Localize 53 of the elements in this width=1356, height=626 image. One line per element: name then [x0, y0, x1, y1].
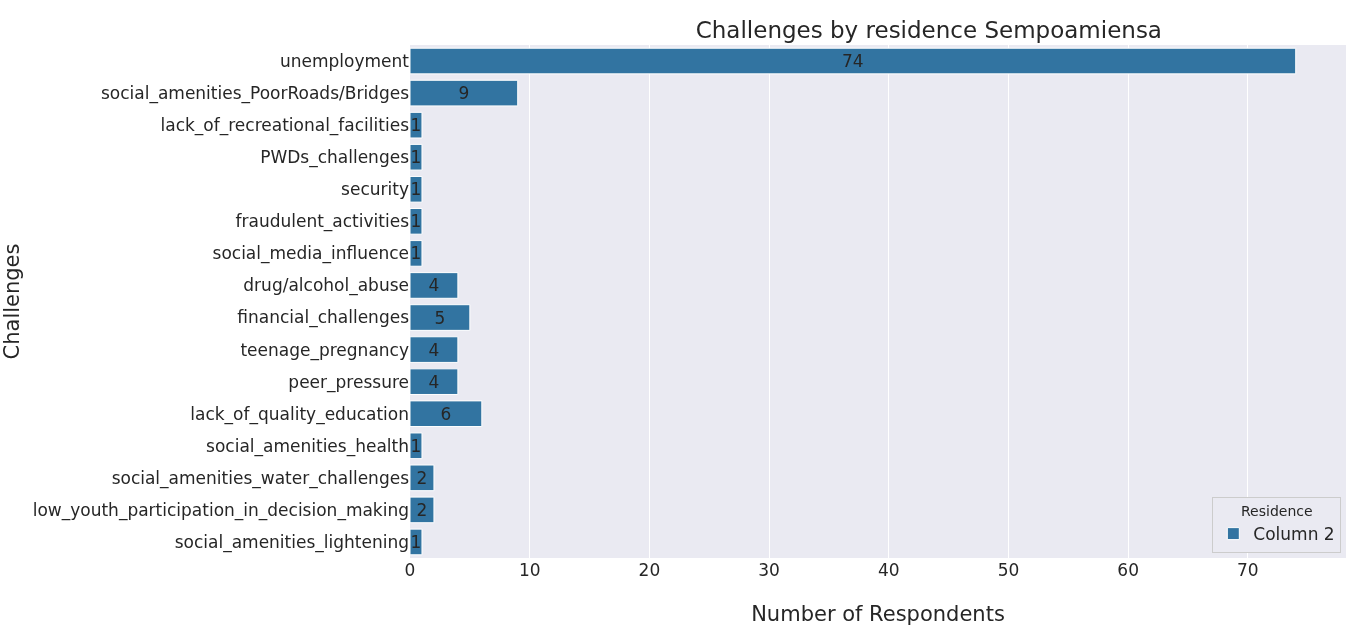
- x-tick-label: 40: [877, 560, 900, 580]
- chart-title: Challenges by residence Sempoamiensa: [695, 17, 1162, 44]
- data-label: 1: [410, 147, 422, 168]
- data-label: 4: [428, 339, 440, 360]
- y-tick-label: low_youth_participation_in_decision_making: [32, 499, 409, 521]
- data-label: 1: [410, 531, 422, 552]
- y-tick-label: security: [341, 179, 409, 200]
- x-tick-label: 50: [997, 560, 1020, 580]
- bar: [410, 272, 459, 299]
- x-axis-title: Number of Respondents: [751, 602, 1005, 626]
- data-label: 1: [410, 115, 422, 136]
- x-tick-label: 70: [1237, 560, 1259, 580]
- data-label: 2: [416, 467, 428, 488]
- bar: [410, 304, 471, 331]
- bar: [410, 464, 435, 492]
- data-label: 4: [428, 371, 440, 392]
- y-tick-label: PWDs_challenges: [260, 147, 410, 169]
- y-tick-label: social_amenities_PoorRoads/Bridges: [100, 83, 410, 105]
- y-axis-title: Challenges: [0, 243, 24, 360]
- bar: [410, 368, 459, 395]
- data-label: 1: [410, 435, 422, 456]
- y-tick-label: financial_challenges: [237, 307, 410, 329]
- x-tick-label: 10: [518, 560, 541, 580]
- x-tick-label: 30: [758, 560, 780, 580]
- y-tick-label: social_amenities_health: [206, 435, 409, 457]
- data-label: 5: [434, 307, 446, 328]
- legend-title: Residence: [1241, 503, 1313, 520]
- y-tick-label: drug/alcohol_abuse: [243, 275, 409, 297]
- x-tick-label: 0: [404, 560, 416, 580]
- y-tick-label: social_media_influence: [212, 243, 409, 265]
- legend-label: Column 2: [1253, 524, 1335, 545]
- x-tick-label: 20: [638, 560, 661, 580]
- bar: [410, 496, 435, 524]
- y-tick-label: fraudulent_activities: [235, 211, 410, 233]
- data-label: 1: [410, 211, 422, 232]
- y-tick-label: teenage_pregnancy: [240, 339, 409, 361]
- y-tick-label: social_amenities_lightening: [174, 531, 409, 553]
- y-tick-label: peer_pressure: [288, 371, 409, 393]
- x-tick-label: 60: [1117, 560, 1139, 580]
- y-tick-label: social_amenities_water_challenges: [111, 467, 410, 489]
- data-label: 1: [410, 243, 422, 264]
- data-label: 6: [440, 403, 452, 424]
- data-label: 9: [458, 83, 470, 104]
- y-tick-label: lack_of_quality_education: [190, 403, 409, 425]
- data-label: 1: [410, 179, 422, 200]
- bar: [410, 336, 459, 363]
- data-label: 4: [428, 275, 440, 296]
- bar: [410, 400, 483, 428]
- y-tick-label: lack_of_recreational_facilities: [160, 115, 410, 137]
- bar: [410, 79, 519, 107]
- data-label: 2: [416, 499, 428, 520]
- y-tick-label: unemployment: [279, 50, 410, 71]
- data-label: 74: [842, 51, 864, 72]
